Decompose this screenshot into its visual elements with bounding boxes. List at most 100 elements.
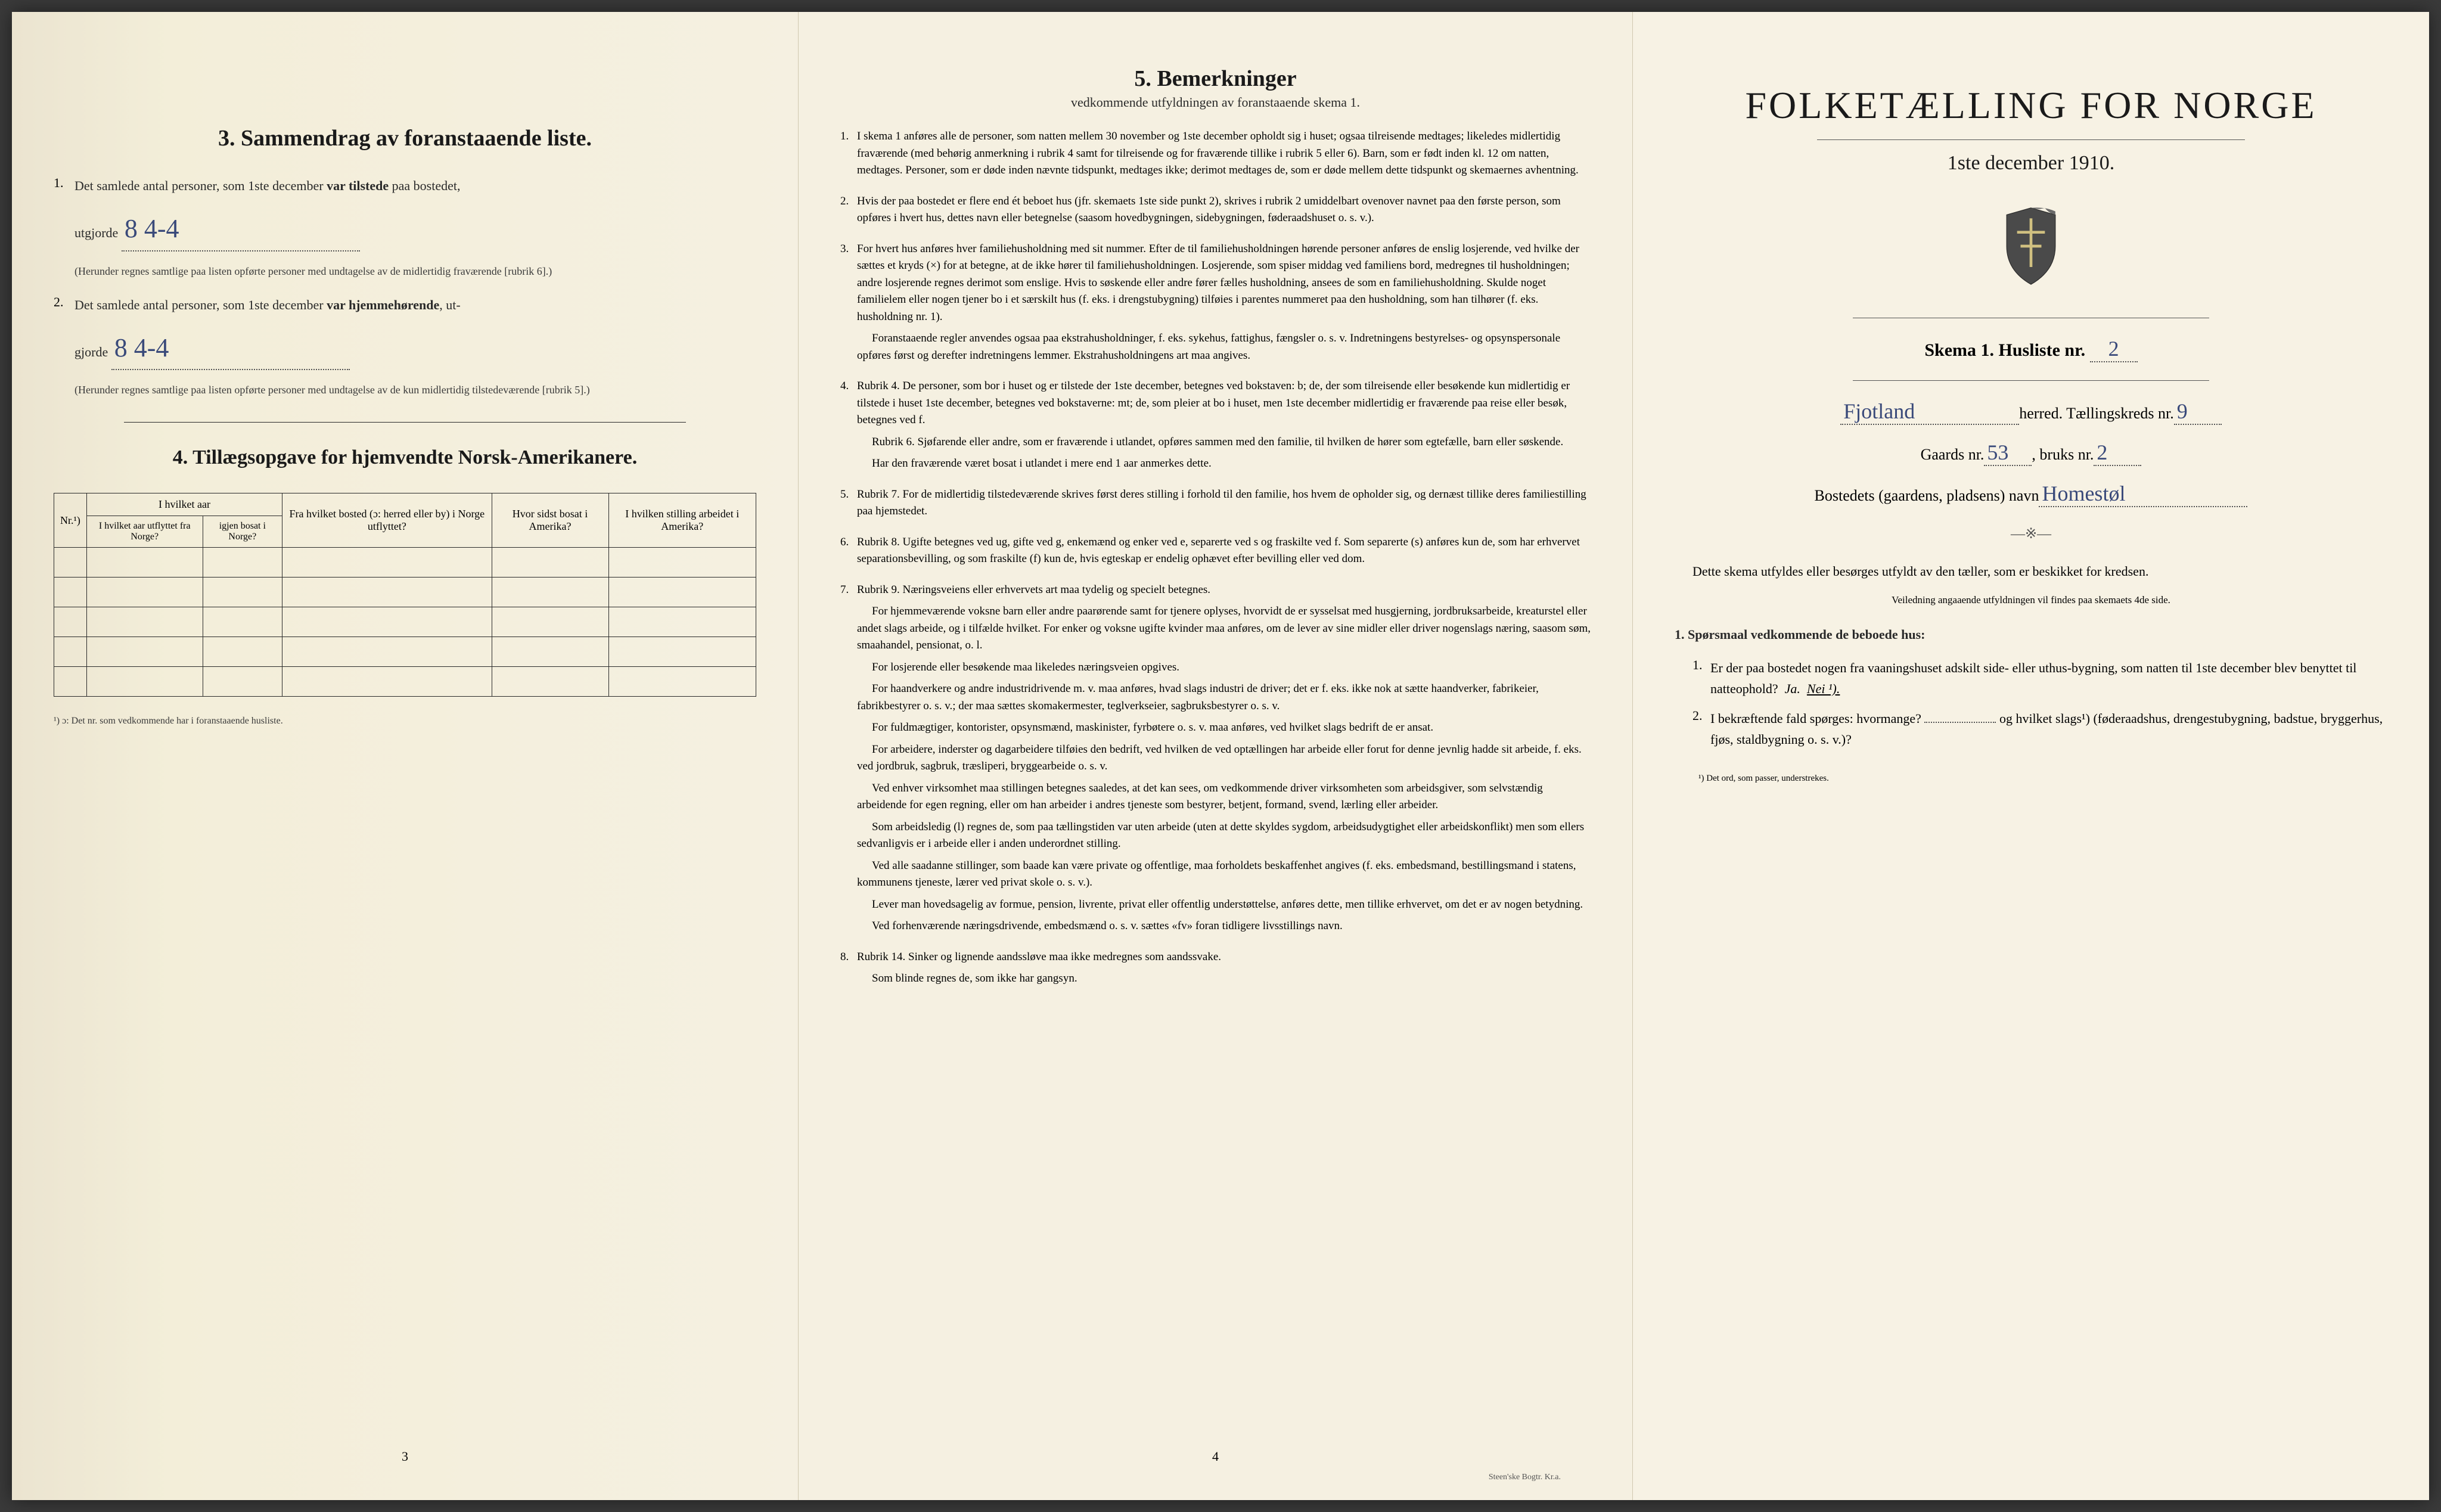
remark-item: 1.I skema 1 anføres alle de personer, so… [840,128,1591,184]
remark-paragraph: Rubrik 7. For de midlertidig tilstedevær… [857,486,1591,520]
remark-number: 4. [840,378,857,477]
remark-content: For hvert hus anføres hver familiehushol… [857,241,1591,370]
section5-subheading: vedkommende utfyldningen av foranstaaend… [840,95,1591,110]
husliste-nr: 2 [2108,337,2119,361]
remark-paragraph: I skema 1 anføres alle de personer, som … [857,128,1591,179]
item2-handwritten-value: 8 4-4 [114,333,169,362]
rule [1853,380,2209,381]
bosted-value: Homestøl [2042,482,2125,505]
main-title: FOLKETÆLLING FOR NORGE [1675,83,2387,128]
item2-text: Det samlede antal personer, som 1ste dec… [74,294,756,315]
footnote: ¹) Det ord, som passer, understrekes. [1698,774,2387,784]
remark-item: 4.Rubrik 4. De personer, som bor i huset… [840,378,1591,477]
remark-content: Rubrik 14. Sinker og lignende aandssløve… [857,949,1591,992]
item2-line2: gjorde 8 4-4 [74,327,756,370]
remark-number: 5. [840,486,857,525]
table-header: igjen bosat i Norge? [203,516,282,548]
page-4: 5. Bemerkninger vedkommende utfyldningen… [799,12,1633,1500]
remark-content: Rubrik 7. For de midlertidig tilstedevær… [857,486,1591,525]
nei-underlined: Nei ¹). [1807,681,1840,696]
census-document: 3. Sammendrag av foranstaaende liste. 1.… [12,12,2429,1500]
section3-heading: 3. Sammendrag av foranstaaende liste. [54,125,756,151]
remark-item: 8.Rubrik 14. Sinker og lignende aandsslø… [840,949,1591,992]
remark-paragraph: For losjerende eller besøkende maa likel… [857,659,1591,676]
remark-paragraph: For hvert hus anføres hver familiehushol… [857,241,1591,326]
census-date: 1ste december 1910. [1675,152,2387,175]
table-row [54,667,756,697]
remark-paragraph: For haandverkere og andre industridriven… [857,681,1591,715]
skema-line: Skema 1. Husliste nr. 2 [1675,336,2387,362]
gaards-line: Gaards nr. 53 , bruks nr. 2 [1675,440,2387,466]
remark-paragraph: Rubrik 4. De personer, som bor i huset o… [857,378,1591,429]
ornament-icon: ―※― [1675,525,2387,542]
question-heading: 1. Spørsmaal vedkommende de beboede hus: [1675,624,2387,645]
page-number: 3 [402,1449,408,1464]
remarks-list: 1.I skema 1 anføres alle de personer, so… [840,128,1591,992]
remark-number: 7. [840,582,857,940]
remark-paragraph: For arbeidere, inderster og dagarbeidere… [857,741,1591,775]
question-2: 2. I bekræftende fald spørges: hvormange… [1692,708,2387,750]
remark-paragraph: Foranstaaende regler anvendes ogsaa paa … [857,330,1591,364]
remark-content: Rubrik 4. De personer, som bor i huset o… [857,378,1591,477]
remark-number: 2. [840,193,857,232]
remark-number: 8. [840,949,857,992]
herred-line: Fjotland herred. Tællingskreds nr. 9 [1675,399,2387,425]
item1-note: (Herunder regnes samtlige paa listen opf… [74,263,756,280]
q-number: 2. [1692,708,1710,750]
remark-paragraph: Lever man hovedsagelig av formue, pensio… [857,896,1591,914]
page-3: 3. Sammendrag av foranstaaende liste. 1.… [12,12,799,1500]
gaards-nr: 53 [1987,440,2008,464]
question-1: 1. Er der paa bostedet nogen fra vaaning… [1692,657,2387,699]
section4-heading: 4. Tillægsopgave for hjemvendte Norsk-Am… [54,446,756,469]
instructions-text: Dette skema utfyldes eller besørges utfy… [1675,560,2387,582]
table-row [54,578,756,607]
remark-item: 6.Rubrik 8. Ugifte betegnes ved ug, gift… [840,534,1591,573]
coat-of-arms-icon [1995,204,2067,288]
remark-number: 3. [840,241,857,370]
table-footnote: ¹) ɔ: Det nr. som vedkommende har i fora… [54,715,756,728]
summary-item-1: 1. Det samlede antal personer, som 1ste … [54,175,756,280]
item-number: 1. [54,175,74,280]
remark-content: Rubrik 8. Ugifte betegnes ved ug, gifte … [857,534,1591,573]
norwegian-american-table: Nr.¹) I hvilket aar Fra hvilket bosted (… [54,493,756,697]
remark-paragraph: Rubrik 14. Sinker og lignende aandssløve… [857,949,1591,966]
remark-item: 2.Hvis der paa bostedet er flere end ét … [840,193,1591,232]
table-row [54,548,756,578]
title-rule [1817,139,2245,140]
kreds-nr: 9 [2177,399,2188,423]
remark-paragraph: Rubrik 8. Ugifte betegnes ved ug, gifte … [857,534,1591,568]
remark-paragraph: Hvis der paa bostedet er flere end ét be… [857,193,1591,227]
item1-text: Det samlede antal personer, som 1ste dec… [74,175,756,196]
remark-paragraph: Ved forhenværende næringsdrivende, embed… [857,918,1591,935]
herred-value: Fjotland [1843,399,1915,423]
remark-paragraph: Rubrik 9. Næringsveiens eller erhvervets… [857,582,1591,599]
remark-content: Hvis der paa bostedet er flere end ét be… [857,193,1591,232]
divider [124,422,686,423]
remark-item: 3.For hvert hus anføres hver familiehush… [840,241,1591,370]
table-header: I hvilken stilling arbeidet i Amerika? [608,493,756,548]
remark-paragraph: Som arbeidsledig (l) regnes de, som paa … [857,819,1591,853]
section5-heading: 5. Bemerkninger [840,66,1591,92]
page-cover: FOLKETÆLLING FOR NORGE 1ste december 191… [1633,12,2429,1500]
remark-paragraph: For hjemmeværende voksne barn eller andr… [857,603,1591,654]
table-row [54,607,756,637]
bosted-line: Bostedets (gaardens, pladsens) navn Home… [1675,481,2387,507]
table-header: I hvilket aar [86,493,282,516]
remark-paragraph: Rubrik 6. Sjøfarende eller andre, som er… [857,434,1591,451]
table-header: I hvilket aar utflyttet fra Norge? [86,516,203,548]
table-header: Nr.¹) [54,493,87,548]
item2-note: (Herunder regnes samtlige paa listen opf… [74,382,756,398]
summary-item-2: 2. Det samlede antal personer, som 1ste … [54,294,756,399]
remark-paragraph: For fuldmægtiger, kontorister, opsynsmæn… [857,719,1591,737]
bruks-nr: 2 [2097,440,2107,464]
remark-item: 5.Rubrik 7. For de midlertidig tilstedev… [840,486,1591,525]
page-number: 4 [1212,1449,1219,1464]
remark-number: 1. [840,128,857,184]
table-header: Hvor sidst bosat i Amerika? [492,493,608,548]
remark-content: I skema 1 anføres alle de personer, som … [857,128,1591,184]
item-number: 2. [54,294,74,399]
item1-handwritten-value: 8 4-4 [125,214,179,243]
remark-paragraph: Som blinde regnes de, som ikke har gangs… [857,970,1591,988]
q-number: 1. [1692,657,1710,699]
table-row [54,637,756,667]
